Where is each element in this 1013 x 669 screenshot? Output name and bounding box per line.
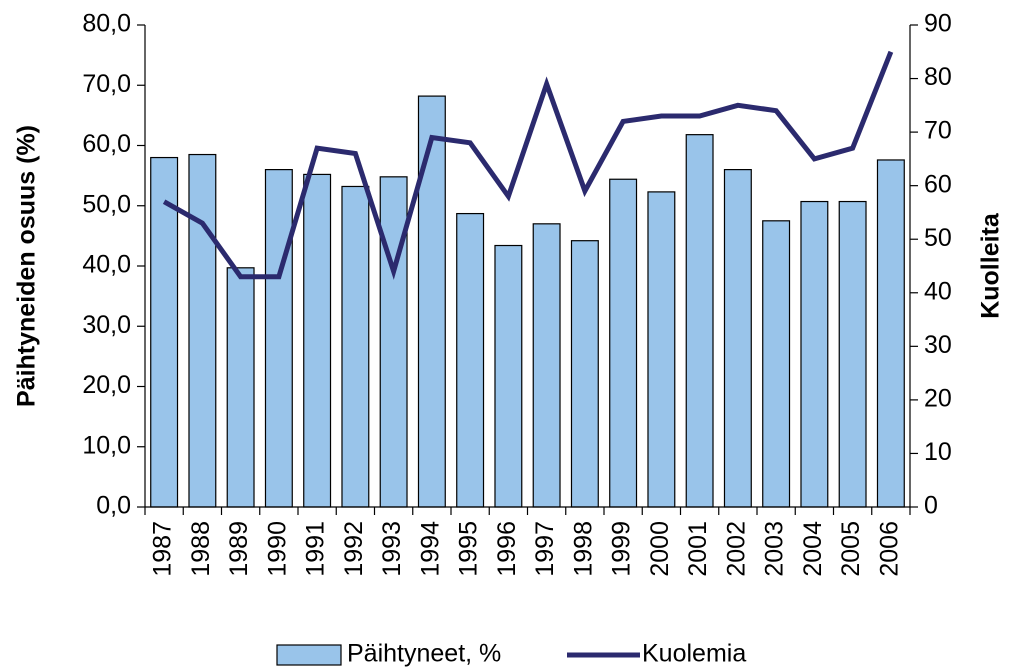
y-tick-label: 80,0 (82, 10, 131, 38)
bar (800, 200, 829, 508)
x-tick-label: 1987 (149, 521, 177, 577)
bar (226, 267, 255, 508)
bar (876, 159, 905, 508)
legend-label: Päihtyneet, % (347, 640, 501, 668)
legend-swatch (276, 644, 342, 666)
bar (838, 200, 867, 508)
y2-tick-label: 70 (924, 117, 952, 145)
bar (762, 220, 791, 508)
y-tick-label: 40,0 (82, 251, 131, 279)
x-tick-label: 2001 (684, 521, 712, 577)
bar (379, 176, 408, 508)
y-tick-label: 60,0 (82, 130, 131, 158)
x-tick-label: 1992 (340, 521, 368, 577)
bar (264, 169, 293, 508)
line (162, 50, 894, 280)
y-tick-label: 30,0 (82, 311, 131, 339)
x-tick-label: 1996 (493, 521, 521, 577)
y-tick-label: 70,0 (82, 70, 131, 98)
x-tick-label: 2003 (761, 521, 789, 577)
y2-tick-label: 20 (924, 384, 952, 412)
y2-axis-label: Kuolleita (977, 212, 1005, 319)
bar (647, 191, 676, 508)
bar (341, 185, 370, 508)
x-tick-label: 2005 (837, 521, 865, 577)
y-axis-label: Päihtyneiden osuus (%) (13, 125, 41, 407)
x-tick-label: 2004 (799, 521, 827, 577)
y2-tick-label: 10 (924, 438, 952, 466)
x-tick-label: 1994 (416, 521, 444, 577)
x-tick-label: 1997 (531, 521, 559, 577)
y-tick-label: 10,0 (82, 431, 131, 459)
bar (570, 240, 599, 508)
x-tick-label: 1990 (263, 521, 291, 577)
y2-tick-label: 80 (924, 63, 952, 91)
bar (609, 178, 638, 508)
legend-label: Kuolemia (642, 640, 746, 668)
bar (150, 156, 179, 508)
y-tick-label: 0,0 (96, 492, 131, 520)
bar (532, 223, 561, 508)
y2-tick-label: 40 (924, 277, 952, 305)
y2-tick-label: 90 (924, 10, 952, 38)
bar (188, 153, 217, 508)
x-tick-label: 1998 (569, 521, 597, 577)
y2-tick-label: 30 (924, 331, 952, 359)
x-tick-label: 1988 (187, 521, 215, 577)
x-tick-label: 1991 (302, 521, 330, 577)
y-tick-label: 20,0 (82, 371, 131, 399)
bar (685, 134, 714, 508)
x-tick-label: 1993 (378, 521, 406, 577)
y-tick-label: 50,0 (82, 190, 131, 218)
bar (417, 95, 446, 508)
x-tick-label: 1995 (455, 521, 483, 577)
bar (303, 173, 332, 508)
x-tick-label: 1989 (225, 521, 253, 577)
x-tick-label: 2000 (646, 521, 674, 577)
bar (494, 244, 523, 508)
bar (723, 169, 752, 508)
bar (456, 212, 485, 508)
x-tick-label: 1999 (608, 521, 636, 577)
x-tick-label: 2002 (722, 521, 750, 577)
x-tick-label: 2006 (875, 521, 903, 577)
y2-tick-label: 50 (924, 224, 952, 252)
y2-tick-label: 60 (924, 170, 952, 198)
y2-tick-label: 0 (924, 492, 938, 520)
